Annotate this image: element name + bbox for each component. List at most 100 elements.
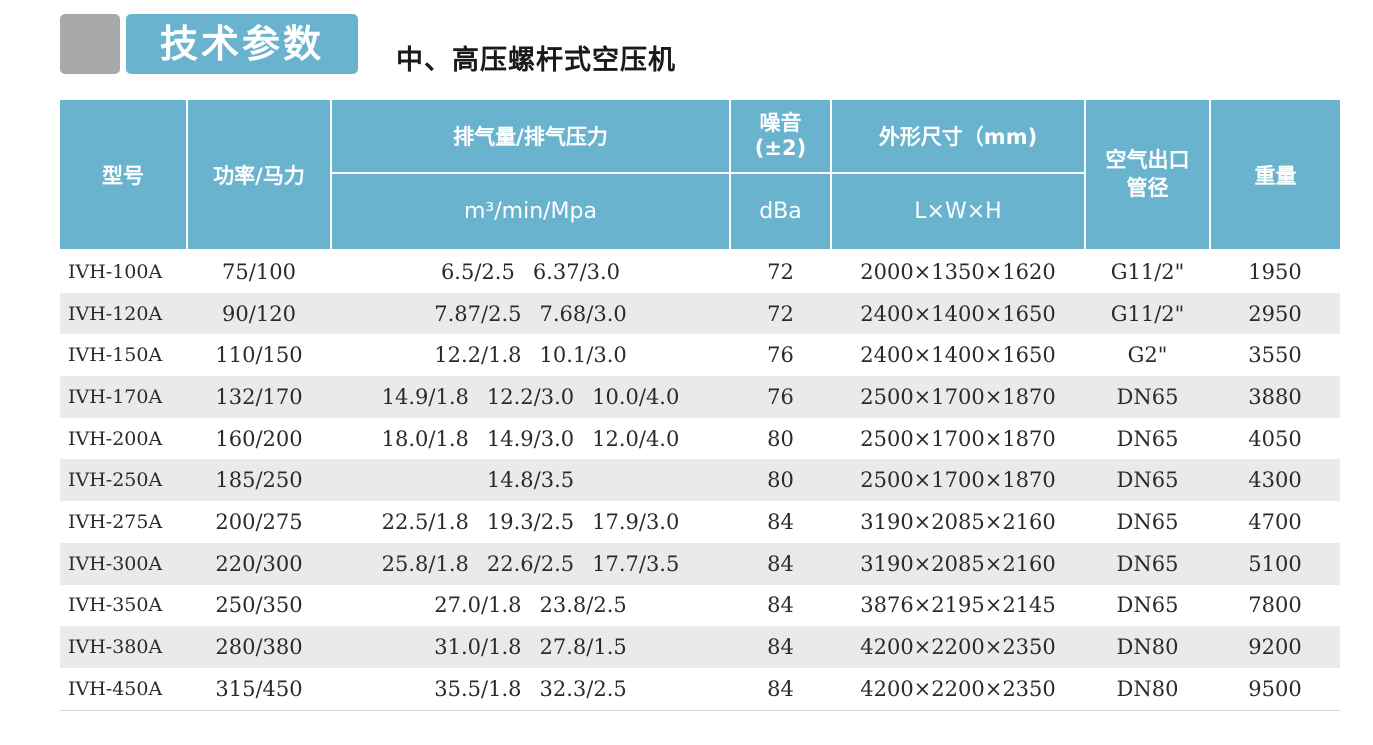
flow-value: 35.5/1.8 [434, 676, 522, 701]
table-row: IVH-120A 90/120 7.87/2.5 7.68/3.0 72 2400×140… [60, 292, 1340, 335]
cell-power: 160/200 [215, 426, 303, 451]
cell-noise: 84 [730, 667, 831, 711]
flow-value: 12.2/3.0 [486, 384, 575, 409]
cell-weight: 7800 [1248, 593, 1302, 618]
table-row: IVH-275A 200/275 22.5/1.8 19.3/2.5 17.9/3.0 8… [60, 501, 1340, 543]
flow-value: 12.0/4.0 [592, 426, 680, 451]
cell-dims: 2400×1400×1650 [831, 292, 1085, 335]
col-subheader-noise-unit: dBa [729, 172, 832, 251]
cell-outlet: DN65 [1116, 426, 1179, 451]
flow-value: 7.87/2.5 [434, 301, 522, 326]
flow-value: 17.9/3.0 [592, 509, 680, 534]
cell-dims: 3190×2085×2160 [831, 542, 1085, 585]
col-subheader-flow-unit: m³/min/Mpa [330, 172, 731, 251]
cell-model: IVH-275A [68, 510, 163, 533]
cell-model: IVH-250A [60, 459, 187, 502]
flow-value: 19.3/2.5 [486, 509, 575, 534]
col-header-dims: 外形尺寸（mm) [830, 98, 1086, 174]
cell-flow: 25.8/1.8 22.6/2.5 17.7/3.5 [331, 542, 730, 585]
flow-value: 32.3/2.5 [539, 676, 627, 701]
cell-power: 315/450 [187, 667, 331, 711]
table-row: IVH-150A 110/150 12.2/1.8 10.1/3.0 76 2400×14… [60, 334, 1340, 376]
cell-noise: 72 [730, 292, 831, 335]
cell-power: 132/170 [187, 376, 331, 418]
cell-weight: 4300 [1210, 459, 1340, 502]
flow-value: 14.8/3.5 [486, 468, 575, 493]
table-row: IVH-170A 132/170 14.9/1.8 12.2/3.0 10.0/4.0 7… [60, 376, 1340, 418]
spec-table: 型号 功率/马力 排气量/排气压力 噪音 (±2) 外形尺寸（mm) 空气出口 … [60, 98, 1340, 711]
cell-power: 250/350 [215, 593, 303, 618]
cell-dims: 2500×1700×1870 [831, 459, 1085, 502]
cell-weight: 2950 [1210, 292, 1340, 335]
cell-outlet: DN65 [1116, 593, 1179, 618]
cell-power: 75/100 [222, 259, 296, 284]
cell-outlet: G11/2" [1085, 292, 1210, 335]
flow-value: 27.8/1.5 [539, 635, 627, 660]
cell-outlet: DN65 [1085, 376, 1210, 418]
cell-weight: 3550 [1248, 343, 1302, 368]
cell-flow: 6.5/2.5 6.37/3.0 [331, 250, 730, 293]
flow-value: 22.5/1.8 [381, 509, 469, 534]
cell-flow: 7.87/2.5 7.68/3.0 [331, 292, 730, 335]
table-row: IVH-450A 315/450 35.5/1.8 32.3/2.5 84 4200×22… [60, 667, 1340, 711]
cell-model: IVH-380A [60, 626, 187, 668]
cell-outlet: G2" [1127, 343, 1168, 368]
cell-noise: 76 [767, 343, 794, 368]
cell-dims: 3876×2195×2145 [860, 593, 1056, 618]
flow-value: 25.8/1.8 [381, 551, 469, 576]
cell-outlet: G11/2" [1110, 259, 1185, 284]
flow-value: 7.68/3.0 [539, 301, 627, 326]
cell-weight: 9500 [1210, 667, 1340, 711]
cell-flow: 12.2/1.8 10.1/3.0 [331, 334, 730, 376]
cell-model: IVH-100A [68, 260, 163, 283]
cell-weight: 1950 [1248, 259, 1302, 284]
cell-noise: 84 [730, 542, 831, 585]
cell-flow: 14.9/1.8 12.2/3.0 10.0/4.0 [331, 376, 730, 418]
section-title: 技术参数 [126, 14, 358, 74]
cell-model: IVH-300A [60, 542, 187, 585]
cell-dims: 2400×1400×1650 [860, 343, 1056, 368]
cell-dims: 4200×2200×2350 [831, 667, 1085, 711]
cell-weight: 3880 [1210, 376, 1340, 418]
decorative-block [60, 14, 120, 74]
flow-value: 18.0/1.8 [381, 426, 469, 451]
cell-flow: 31.0/1.8 27.8/1.5 [331, 626, 730, 668]
flow-value: 27.0/1.8 [434, 593, 522, 618]
cell-weight: 5100 [1210, 542, 1340, 585]
flow-value: 22.6/2.5 [486, 551, 575, 576]
cell-model: IVH-150A [68, 344, 163, 367]
cell-power: 220/300 [187, 542, 331, 585]
flow-value: 10.1/3.0 [539, 343, 627, 368]
col-header-model: 型号 [60, 98, 188, 251]
cell-model: IVH-120A [60, 292, 187, 335]
flow-value: 14.9/1.8 [381, 384, 469, 409]
cell-model: IVH-450A [60, 667, 187, 711]
cell-power: 200/275 [215, 509, 303, 534]
table-row: IVH-200A 160/200 18.0/1.8 14.9/3.0 12.0/4.0 8… [60, 418, 1340, 460]
cell-flow: 18.0/1.8 14.9/3.0 12.0/4.0 [331, 418, 730, 460]
flow-value: 31.0/1.8 [434, 635, 522, 660]
table-row: IVH-300A 220/300 25.8/1.8 22.6/2.5 17.7/3.5 8… [60, 542, 1340, 585]
table-row: IVH-380A 280/380 31.0/1.8 27.8/1.5 84 4200×22… [60, 626, 1340, 668]
col-header-weight: 重量 [1209, 98, 1340, 251]
cell-dims: 2500×1700×1870 [831, 376, 1085, 418]
cell-flow: 35.5/1.8 32.3/2.5 [331, 667, 730, 711]
col-header-outlet: 空气出口 管径 [1084, 98, 1211, 251]
cell-noise: 84 [767, 593, 794, 618]
col-subheader-dims-unit: L×W×H [830, 172, 1086, 251]
col-header-noise: 噪音 (±2) [729, 98, 832, 174]
cell-power: 280/380 [187, 626, 331, 668]
cell-outlet: DN65 [1085, 542, 1210, 585]
page-subtitle: 中、高压螺杆式空压机 [396, 45, 676, 76]
flow-value: 14.9/3.0 [486, 426, 575, 451]
flow-value: 17.7/3.5 [592, 551, 680, 576]
col-header-power: 功率/马力 [186, 98, 332, 251]
cell-weight: 4700 [1248, 509, 1302, 534]
cell-power: 185/250 [187, 459, 331, 502]
cell-flow: 22.5/1.8 19.3/2.5 17.9/3.0 [331, 501, 730, 543]
table-body: IVH-100A 75/100 6.5/2.5 6.37/3.0 72 2000×1350… [60, 250, 1340, 711]
flow-value: 10.0/4.0 [592, 384, 680, 409]
cell-noise: 80 [730, 459, 831, 502]
table-row: IVH-250A 185/250 14.8/3.5 80 2500×1700×1870 D… [60, 459, 1340, 502]
cell-noise: 80 [767, 426, 794, 451]
